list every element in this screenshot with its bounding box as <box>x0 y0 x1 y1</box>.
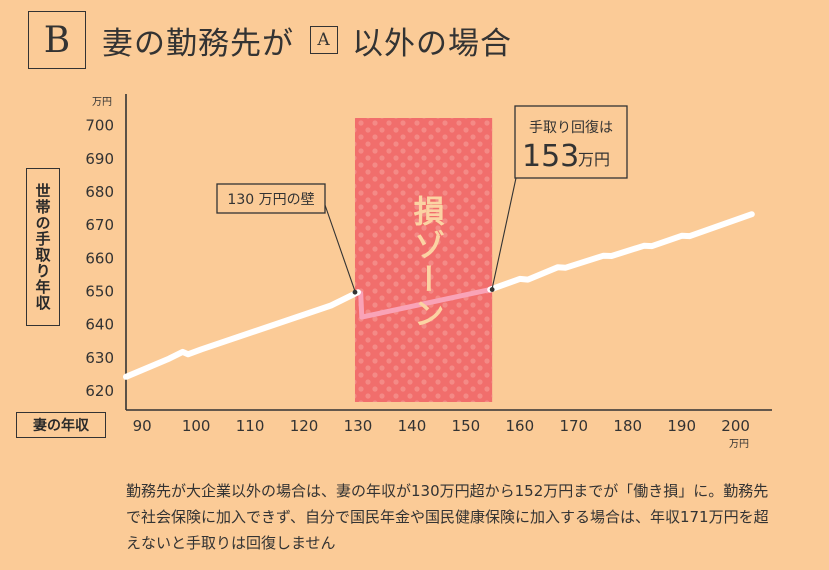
x-tick-label: 150 <box>452 417 481 435</box>
x-tick-label: 110 <box>236 417 265 435</box>
wall-callout-label: 130 万円の壁 <box>227 192 314 208</box>
recovery-callout-unit: 万円 <box>578 150 610 169</box>
y-tick-label: 670 <box>85 216 114 234</box>
series-line-after <box>487 211 755 293</box>
y-tick-label: 650 <box>85 283 114 301</box>
x-axis-label: 妻の年収 <box>16 412 106 438</box>
section-badge: B <box>28 11 86 69</box>
y-tick-label: 630 <box>85 349 114 367</box>
title-part-2: 以外の場合 <box>352 25 512 62</box>
y-tick-label: 680 <box>85 183 114 201</box>
wall-callout-box <box>216 183 326 214</box>
title-row: B 妻の勤務先が A 以外の場合 <box>28 10 512 70</box>
x-tick-label: 190 <box>667 417 696 435</box>
y-tick-label: 620 <box>85 382 114 400</box>
recovery-callout-value: 153 <box>522 139 579 174</box>
y-unit-label: 万円 <box>92 97 112 108</box>
title-part-1: 妻の勤務先が <box>102 25 294 62</box>
recovery-callout-leader <box>491 177 517 289</box>
x-tick-label: 90 <box>133 417 152 435</box>
y-tick-label: 690 <box>85 150 114 168</box>
y-tick-label: 700 <box>85 117 114 135</box>
x-tick-label: 130 <box>344 417 373 435</box>
x-tick-label: 180 <box>613 417 642 435</box>
y-tick-label: 640 <box>85 316 114 334</box>
recovery-callout-dot <box>489 287 495 292</box>
wall-callout-leader <box>324 204 356 292</box>
wall-callout-dot <box>352 289 358 295</box>
loss-zone-pattern <box>354 118 493 402</box>
x-tick-label: 170 <box>559 417 588 435</box>
loss-zone-label: 損ゾーン <box>408 195 445 331</box>
recovery-callout-label: 手取り回復は <box>529 119 613 136</box>
x-tick-label: 140 <box>398 417 427 435</box>
x-tick-label: 100 <box>182 417 211 435</box>
x-tick-label: 120 <box>290 417 319 435</box>
title-inline-badge: A <box>310 26 338 54</box>
x-tick-label: 200 <box>721 417 750 435</box>
caption-text: 勤務先が大企業以外の場合は、妻の年収が130万円超から152万円までが「働き損」… <box>126 482 769 552</box>
x-unit-label: 万円 <box>729 439 749 450</box>
y-axis-label: 世帯の手取り年収 <box>26 168 60 326</box>
y-tick-label: 660 <box>85 249 114 267</box>
recovery-callout-box <box>514 105 628 179</box>
x-tick-label: 160 <box>506 417 535 435</box>
page-title: 妻の勤務先が A 以外の場合 <box>102 18 512 63</box>
series-line-before <box>123 289 361 380</box>
